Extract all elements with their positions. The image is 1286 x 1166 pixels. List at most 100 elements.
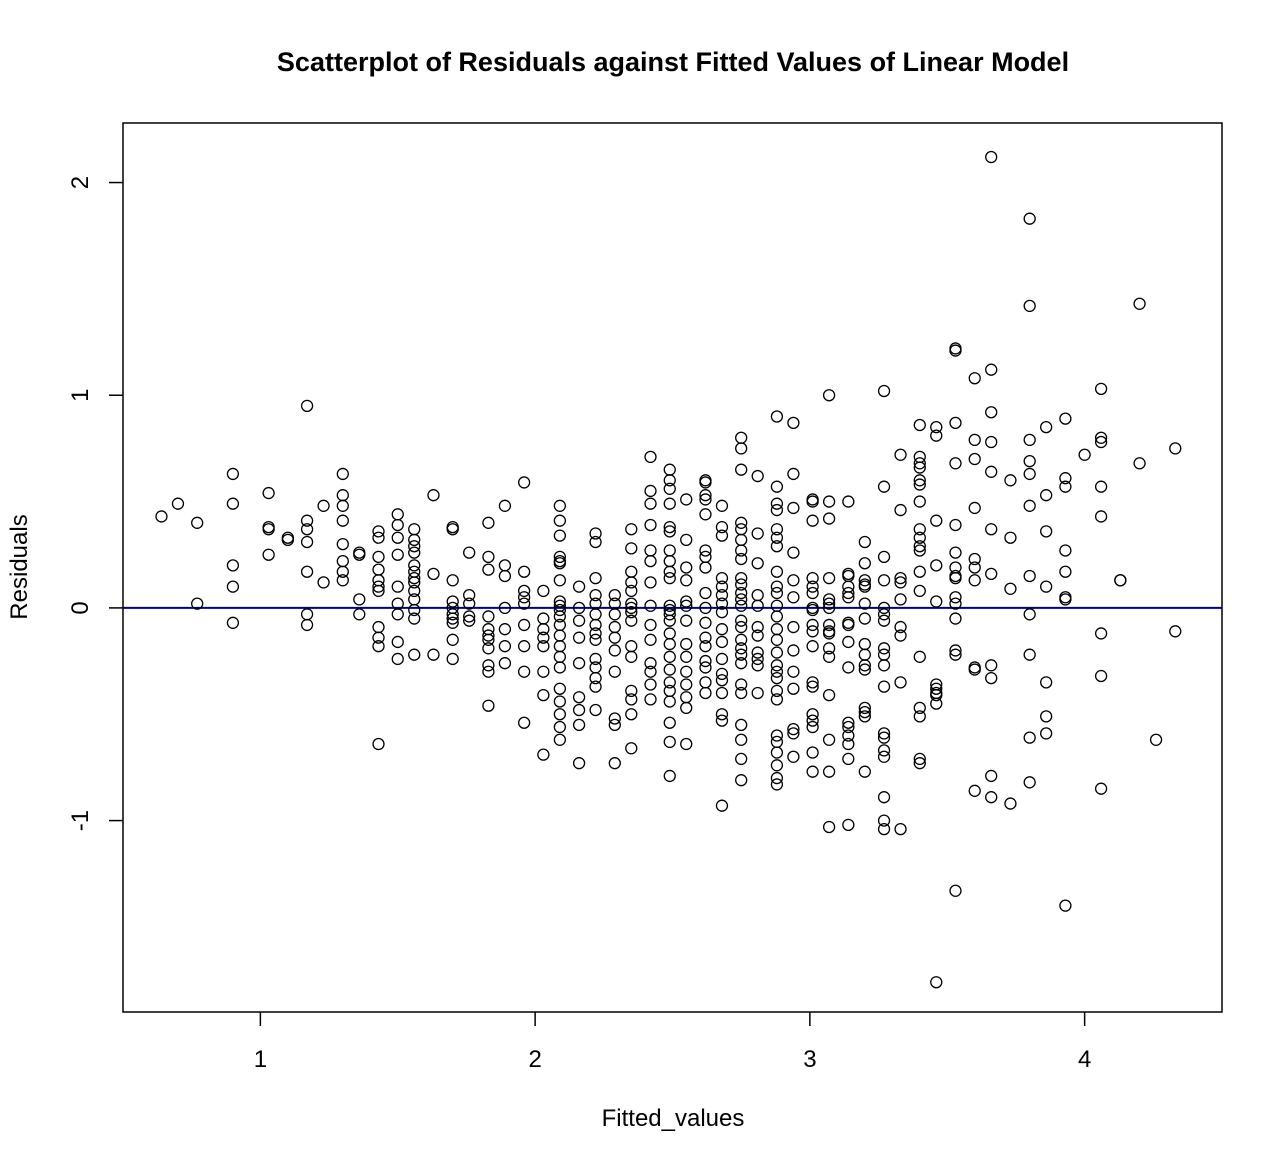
data-point	[735, 678, 748, 691]
data-point	[770, 633, 784, 646]
data-point	[985, 671, 998, 685]
data-point	[608, 718, 621, 732]
data-point	[625, 606, 638, 619]
data-point	[1094, 480, 1108, 493]
data-point	[894, 571, 907, 585]
data-point	[858, 765, 871, 778]
data-point	[715, 623, 729, 636]
data-point	[553, 574, 567, 587]
data-point	[877, 822, 891, 836]
data-point	[751, 469, 764, 483]
data-point	[372, 640, 385, 653]
data-point	[336, 514, 349, 527]
data-point	[644, 450, 657, 464]
data-point	[1094, 431, 1108, 444]
data-point	[553, 499, 567, 512]
data-point	[608, 588, 621, 602]
data-point	[770, 771, 784, 785]
data-point	[770, 531, 784, 544]
data-point	[787, 665, 800, 678]
data-point	[877, 550, 891, 564]
data-point	[806, 676, 819, 689]
data-point	[300, 523, 314, 536]
data-point	[822, 495, 836, 508]
data-point	[1094, 669, 1108, 683]
data-point	[155, 510, 168, 523]
data-point	[427, 648, 440, 661]
data-point	[644, 497, 657, 510]
x-axis: 1 2 3 4	[254, 1012, 1091, 1073]
data-point	[463, 597, 476, 610]
data-point	[735, 544, 748, 557]
data-point	[625, 576, 638, 589]
data-point	[735, 593, 748, 606]
data-point	[1040, 525, 1053, 538]
data-point	[787, 682, 800, 695]
data-point	[894, 448, 907, 461]
data-point	[680, 595, 693, 608]
data-point	[894, 503, 907, 517]
data-point	[699, 489, 712, 502]
data-point	[446, 608, 459, 621]
data-point	[735, 431, 748, 444]
data-point	[913, 474, 926, 487]
data-point	[1059, 899, 1072, 912]
data-point	[735, 516, 748, 529]
data-point	[408, 603, 421, 617]
data-point	[1094, 782, 1108, 795]
data-point	[537, 748, 550, 761]
data-point	[644, 633, 657, 646]
data-point	[949, 612, 962, 625]
data-point	[300, 608, 314, 621]
data-point	[663, 735, 676, 749]
data-point	[985, 567, 998, 581]
data-point	[913, 531, 926, 544]
y-tick-label: 0	[67, 601, 94, 614]
data-point	[572, 703, 586, 717]
data-point	[842, 495, 855, 508]
data-point	[822, 571, 836, 585]
data-point	[985, 659, 998, 672]
data-point	[1040, 727, 1053, 740]
data-point	[735, 571, 748, 585]
data-point	[680, 574, 693, 587]
data-point	[735, 614, 748, 627]
data-point	[589, 618, 602, 632]
data-point	[644, 544, 657, 557]
data-point	[663, 554, 676, 568]
data-point	[537, 688, 550, 702]
data-point	[663, 520, 676, 534]
data-point	[699, 686, 712, 700]
data-point	[770, 665, 784, 678]
data-point	[751, 620, 764, 634]
data-point	[446, 616, 459, 629]
y-tick-label: 1	[67, 389, 94, 402]
data-point	[372, 563, 385, 576]
data-point	[842, 661, 855, 674]
data-point	[822, 650, 836, 663]
data-point	[1023, 648, 1036, 661]
data-point	[1133, 297, 1146, 310]
data-point	[408, 593, 421, 606]
data-point	[968, 552, 981, 566]
data-point	[608, 757, 621, 770]
data-point	[300, 399, 314, 413]
data-point	[537, 612, 550, 625]
data-point	[680, 561, 693, 574]
data-point	[191, 516, 204, 529]
data-point	[644, 554, 657, 568]
data-point	[589, 571, 602, 585]
data-point	[572, 718, 586, 732]
data-point	[427, 567, 440, 581]
data-point	[589, 703, 602, 717]
data-point	[537, 665, 550, 678]
data-point	[858, 557, 871, 570]
data-point	[715, 686, 729, 700]
data-point	[644, 618, 657, 632]
data-point	[913, 540, 926, 553]
data-point	[968, 452, 981, 466]
data-point	[985, 406, 998, 419]
data-point	[877, 791, 891, 804]
data-point	[336, 554, 349, 568]
